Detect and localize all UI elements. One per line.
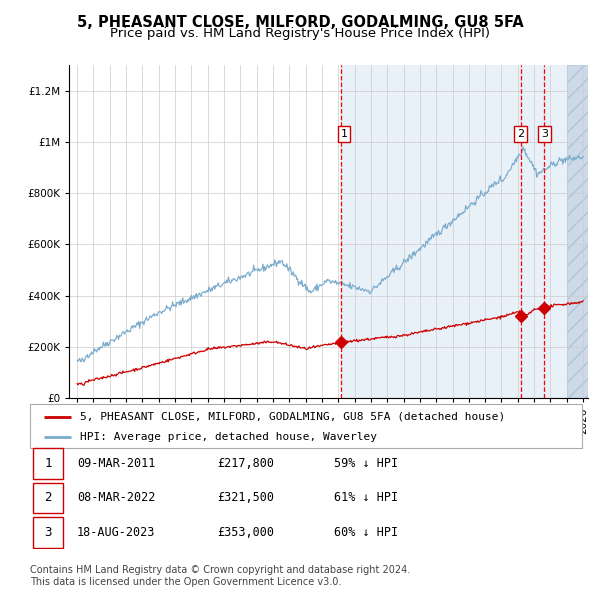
Bar [567, 65, 599, 398]
Text: 2: 2 [44, 491, 52, 504]
FancyBboxPatch shape [30, 404, 582, 448]
Text: Price paid vs. HM Land Registry's House Price Index (HPI): Price paid vs. HM Land Registry's House … [110, 27, 490, 40]
Text: Contains HM Land Registry data © Crown copyright and database right 2024.
This d: Contains HM Land Registry data © Crown c… [30, 565, 410, 587]
Text: 08-MAR-2022: 08-MAR-2022 [77, 491, 155, 504]
Text: 1: 1 [44, 457, 52, 470]
Text: 5, PHEASANT CLOSE, MILFORD, GODALMING, GU8 5FA (detached house): 5, PHEASANT CLOSE, MILFORD, GODALMING, G… [80, 412, 505, 421]
Text: 61% ↓ HPI: 61% ↓ HPI [334, 491, 398, 504]
Bar [341, 65, 599, 398]
Text: 2: 2 [517, 129, 524, 139]
Text: 60% ↓ HPI: 60% ↓ HPI [334, 526, 398, 539]
Text: 1: 1 [340, 129, 347, 139]
Text: 5, PHEASANT CLOSE, MILFORD, GODALMING, GU8 5FA: 5, PHEASANT CLOSE, MILFORD, GODALMING, G… [77, 15, 523, 30]
Text: £217,800: £217,800 [218, 457, 275, 470]
Text: £353,000: £353,000 [218, 526, 275, 539]
Text: HPI: Average price, detached house, Waverley: HPI: Average price, detached house, Wave… [80, 432, 377, 442]
FancyBboxPatch shape [33, 483, 63, 513]
FancyBboxPatch shape [33, 517, 63, 548]
Text: 18-AUG-2023: 18-AUG-2023 [77, 526, 155, 539]
Text: £321,500: £321,500 [218, 491, 275, 504]
Text: 3: 3 [44, 526, 52, 539]
Text: 09-MAR-2011: 09-MAR-2011 [77, 457, 155, 470]
Text: 3: 3 [541, 129, 548, 139]
Text: 59% ↓ HPI: 59% ↓ HPI [334, 457, 398, 470]
FancyBboxPatch shape [33, 448, 63, 479]
